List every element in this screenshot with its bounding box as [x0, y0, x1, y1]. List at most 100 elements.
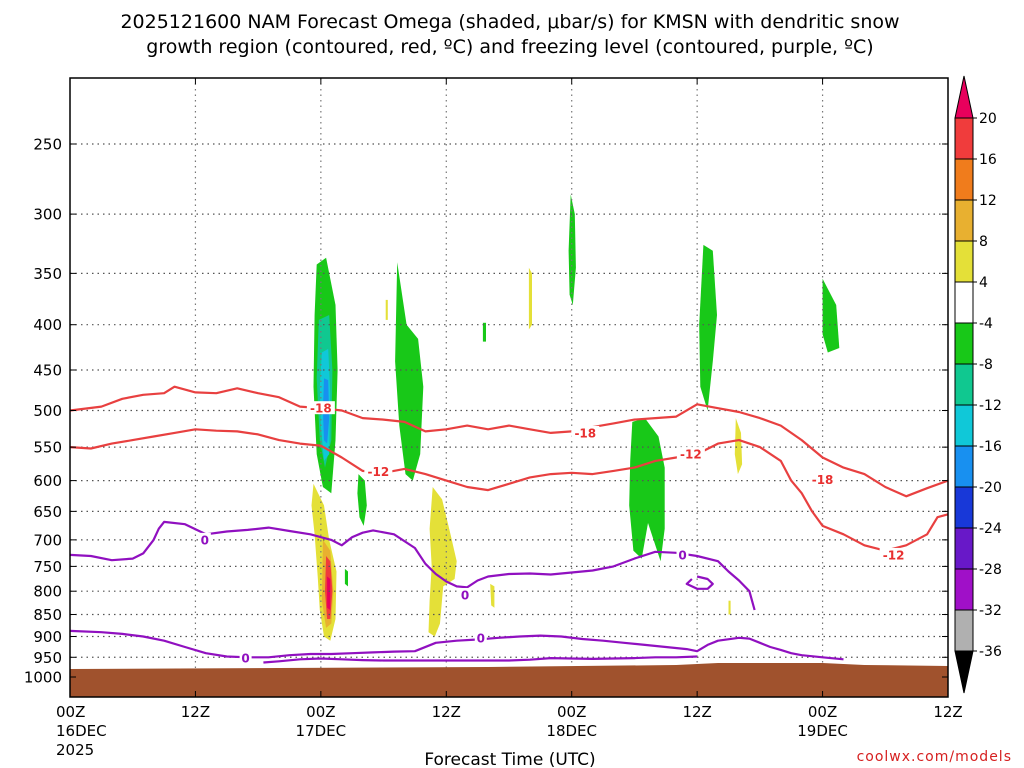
colorbar-bin-11: [954, 527, 974, 570]
colorbar-label-2: 12: [979, 193, 997, 209]
growth-contour-label-3: -12: [368, 465, 390, 479]
freezing-contour-label-2-bg: [676, 547, 689, 561]
colorbar-label-5: -4: [979, 316, 993, 332]
growth-contour-label-2: -18: [812, 473, 834, 487]
growth-contour-label-5: -12: [883, 548, 905, 562]
colorbar-bin-1: [954, 117, 974, 160]
colorbar-label-13: -36: [979, 644, 1002, 660]
freezing-contour-1: [69, 629, 844, 661]
freezing-contour-label-3-bg: [474, 630, 487, 644]
omega-shade-6: [344, 568, 348, 587]
colorbar-bin-bottom: [954, 650, 974, 694]
y-tick-label-850: 850: [33, 606, 62, 624]
freezing-contour-label-0-bg: [198, 532, 211, 546]
colorbar-label-10: -24: [979, 521, 1002, 537]
x-tick-label-24-1: 00Z: [306, 703, 335, 721]
y-tick-label-400: 400: [33, 316, 62, 334]
x-tick-label-60-1: 12Z: [682, 703, 711, 721]
x-tick-label-0-3: 2025: [56, 741, 94, 759]
ground-layer: [70, 663, 948, 697]
growth-contour-label-4: -12: [680, 448, 702, 462]
growth-contour-label-1: -18: [574, 426, 596, 440]
colorbar-bin-12: [954, 568, 974, 611]
freezing-contour-label-1-bg: [459, 588, 472, 602]
colorbar-label-6: -8: [979, 357, 993, 373]
freezing-contour-2: [685, 575, 714, 590]
omega-shade-17: [490, 583, 495, 608]
x-tick-label-72-1: 00Z: [808, 703, 837, 721]
omega-shade-7: [482, 322, 486, 342]
colorbar-bin-4: [954, 240, 974, 283]
colorbar-bin-8: [954, 404, 974, 447]
colorbar-bin-top: [954, 75, 974, 119]
colorbar-bin-9: [954, 445, 974, 488]
x-tick-label-24-2: 17DEC: [296, 722, 347, 740]
freezing-contour-0: [69, 520, 756, 611]
colorbar-bin-10: [954, 486, 974, 529]
growth-contour-label-3-bg: [364, 464, 393, 478]
x-tick-label-84-1: 12Z: [933, 703, 962, 721]
growth-contour-label-2-bg: [808, 472, 837, 486]
freezing-contour-3: [263, 655, 698, 664]
colorbar-label-0: 20: [979, 111, 997, 127]
y-tick-label-450: 450: [33, 361, 62, 379]
y-tick-label-750: 750: [33, 558, 62, 576]
y-tick-label-800: 800: [33, 583, 62, 601]
colorbar-bin-2: [954, 158, 974, 201]
y-tick-label-500: 500: [33, 402, 62, 420]
x-tick-label-12-1: 12Z: [181, 703, 210, 721]
omega-shade-18: [385, 299, 388, 320]
freezing-contour-label-3: 0: [477, 631, 485, 645]
y-tick-label-350: 350: [33, 265, 62, 283]
colorbar-bin-13: [954, 609, 974, 652]
omega-shade-5: [357, 474, 367, 526]
growth-contour-label-1-bg: [571, 425, 600, 439]
omega-shade-9: [629, 418, 665, 562]
plot-area: [70, 78, 948, 697]
colorbar-bin-6: [954, 322, 974, 365]
omega-shade-11: [822, 278, 840, 353]
colorbar-label-7: -12: [979, 398, 1002, 414]
growth-contour-label-0: -18: [310, 402, 332, 416]
omega-shade-10: [699, 244, 717, 411]
y-tick-label-650: 650: [33, 503, 62, 521]
x-tick-label-0-2: 16DEC: [56, 722, 107, 740]
contour-layer: [69, 385, 949, 664]
freezing-contour-label-0: 0: [201, 533, 209, 547]
x-axis-label: Forecast Time (UTC): [424, 750, 595, 768]
omega-shade-15: [327, 576, 331, 610]
colorbar-label-11: -28: [979, 562, 1002, 578]
plot-border: [69, 77, 949, 698]
growth-contour-1: [69, 428, 949, 552]
colorbar-bin-3: [954, 199, 974, 242]
freezing-contour-label-4: 0: [241, 652, 249, 666]
x-tick-label-48-1: 00Z: [557, 703, 586, 721]
omega-shade-16: [428, 487, 457, 637]
growth-contour-label-4-bg: [676, 447, 705, 461]
freezing-contour-label-1: 0: [461, 589, 469, 603]
colorbar-bin-7: [954, 363, 974, 406]
chart-title-line1: 2025121600 NAM Forecast Omega (shaded, μ…: [120, 11, 899, 33]
colorbar-legend: 20 16 12 8 4 -4 -8 -12 -16 -20 -24 -28 -32 -36: [954, 75, 1002, 694]
y-tick-label-550: 550: [33, 439, 62, 457]
colorbar-label-12: -32: [979, 603, 1002, 619]
y-tick-label-600: 600: [33, 472, 62, 490]
freezing-contour-label-4-bg: [239, 651, 252, 665]
colorbar-label-9: -20: [979, 480, 1002, 496]
credit-text: coolwx.com/models: [857, 749, 1012, 765]
x-tick-label-0-1: 00Z: [56, 703, 85, 721]
colorbar-label-4: 4: [979, 275, 988, 291]
plot-background: [70, 78, 948, 697]
y-tick-label-250: 250: [33, 136, 62, 154]
growth-contour-label-5-bg: [879, 547, 908, 561]
y-tick-label-700: 700: [33, 531, 62, 549]
y-tick-label-950: 950: [33, 649, 62, 667]
colorbar-label-1: 16: [979, 152, 997, 168]
x-tick-label-48-2: 18DEC: [546, 722, 597, 740]
colorbar-label-3: 8: [979, 234, 988, 250]
x-tick-label-72-2: 19DEC: [797, 722, 848, 740]
x-tick-label-36-1: 12Z: [432, 703, 461, 721]
y-tick-label-1000: 1000: [24, 669, 62, 687]
